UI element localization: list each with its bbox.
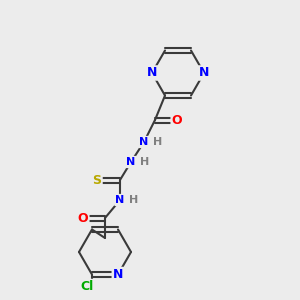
Text: N: N <box>126 157 136 167</box>
Text: N: N <box>140 137 148 147</box>
Text: O: O <box>172 113 182 127</box>
Text: N: N <box>113 268 123 281</box>
Text: N: N <box>147 67 157 80</box>
Text: S: S <box>92 173 101 187</box>
Text: N: N <box>199 67 209 80</box>
Text: H: H <box>129 195 138 205</box>
Text: H: H <box>140 157 149 167</box>
Text: O: O <box>78 212 88 224</box>
Text: Cl: Cl <box>80 280 94 293</box>
Text: H: H <box>153 137 162 147</box>
Text: N: N <box>116 195 124 205</box>
